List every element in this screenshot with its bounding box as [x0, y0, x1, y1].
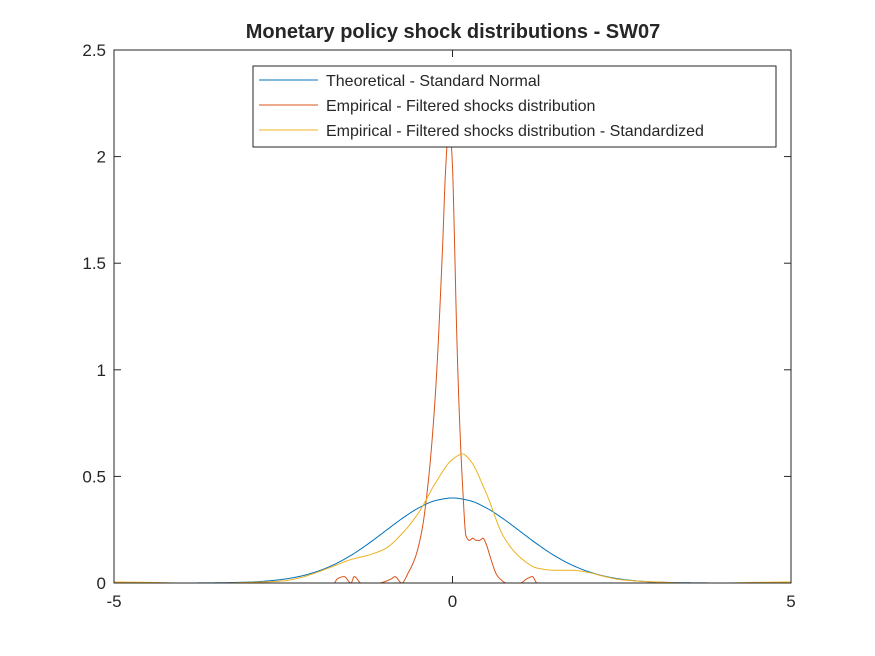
- x-tick-label: -5: [106, 592, 121, 611]
- y-tick-label: 2: [97, 148, 106, 167]
- legend-label-0: Theoretical - Standard Normal: [326, 73, 540, 90]
- legend: Theoretical - Standard Normal Empirical -…: [253, 66, 776, 147]
- legend-label-2: Empirical - Filtered shocks distribution…: [326, 123, 704, 140]
- y-tick-label: 1.5: [82, 254, 106, 273]
- legend-label-1: Empirical - Filtered shocks distribution: [326, 98, 595, 115]
- x-tick-label: 5: [786, 592, 795, 611]
- y-tick-label: 0.5: [82, 467, 106, 486]
- x-tick-label: 0: [448, 592, 457, 611]
- y-tick-label: 0: [97, 574, 106, 593]
- y-tick-label: 1: [97, 361, 106, 380]
- chart-title: Monetary policy shock distributions - SW…: [246, 21, 661, 43]
- y-tick-label: 2.5: [82, 41, 106, 60]
